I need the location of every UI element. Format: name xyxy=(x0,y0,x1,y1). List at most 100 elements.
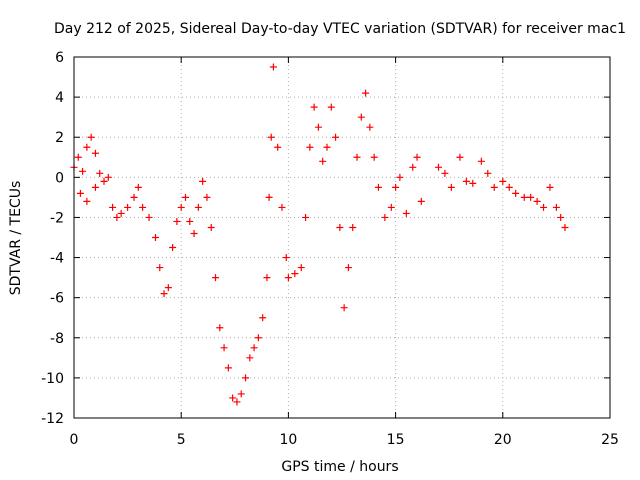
data-point xyxy=(387,203,395,211)
y-tick-label: -12 xyxy=(41,411,64,427)
data-point xyxy=(79,167,87,175)
data-point xyxy=(83,197,91,205)
plot-frame xyxy=(73,56,611,419)
data-point xyxy=(540,203,548,211)
data-point xyxy=(207,223,215,231)
data-point xyxy=(332,133,340,141)
data-point xyxy=(552,203,560,211)
y-tick-label: 4 xyxy=(55,90,64,106)
y-tick-label: -2 xyxy=(50,210,64,226)
data-point xyxy=(169,244,177,252)
data-point xyxy=(250,344,258,352)
data-point xyxy=(306,143,314,151)
data-point xyxy=(216,324,224,332)
data-point xyxy=(546,183,554,191)
data-point xyxy=(561,223,569,231)
y-tick-label: 2 xyxy=(55,130,64,146)
data-point xyxy=(134,183,142,191)
data-point xyxy=(164,284,172,292)
y-tick-label: 6 xyxy=(55,50,64,66)
data-point xyxy=(462,177,470,185)
data-point xyxy=(392,183,400,191)
data-point xyxy=(96,169,104,177)
data-point xyxy=(220,344,228,352)
data-point xyxy=(302,213,310,221)
data-point xyxy=(242,374,250,382)
data-point xyxy=(357,113,365,121)
data-point xyxy=(456,153,464,161)
data-point xyxy=(100,177,108,185)
data-point xyxy=(212,274,220,282)
data-point xyxy=(381,213,389,221)
data-point xyxy=(117,209,125,217)
data-point xyxy=(87,133,95,141)
data-point xyxy=(336,223,344,231)
data-point xyxy=(396,173,404,181)
data-point xyxy=(409,163,417,171)
y-tick-label: -10 xyxy=(41,371,64,387)
data-point xyxy=(173,217,181,225)
x-tick-label: 5 xyxy=(177,432,186,448)
x-tick-label: 20 xyxy=(494,432,512,448)
data-point xyxy=(469,179,477,187)
data-point xyxy=(145,213,153,221)
axis-ticks: 0 5 10 15 20 25 -12 -10 -8 -6 -4 -2 0 2 4 6 xyxy=(41,50,619,448)
data-point xyxy=(194,203,202,211)
data-point xyxy=(417,197,425,205)
y-axis-label: SDTVAR / TECUs xyxy=(8,181,24,296)
x-tick-label: 0 xyxy=(70,432,79,448)
data-point xyxy=(113,213,121,221)
data-point xyxy=(344,264,352,272)
x-tick-label: 25 xyxy=(601,432,619,448)
data-point xyxy=(370,153,378,161)
data-point xyxy=(278,203,286,211)
data-point xyxy=(327,103,335,111)
data-point xyxy=(259,314,267,322)
grid-lines xyxy=(74,57,610,418)
data-point xyxy=(284,274,292,282)
y-tick-label: -6 xyxy=(50,291,64,307)
data-point xyxy=(199,177,207,185)
data-point xyxy=(224,364,232,372)
data-point xyxy=(499,177,507,185)
data-point xyxy=(374,183,382,191)
data-point xyxy=(151,234,159,241)
data-point xyxy=(533,197,541,205)
data-point xyxy=(484,169,492,177)
data-point xyxy=(441,169,449,177)
data-point xyxy=(490,183,498,191)
data-point xyxy=(156,264,164,272)
data-point xyxy=(190,229,198,237)
data-point xyxy=(413,153,421,161)
data-point xyxy=(512,189,520,197)
data-point xyxy=(505,183,513,191)
data-point xyxy=(477,157,485,165)
data-point xyxy=(83,143,91,151)
data-point xyxy=(349,223,357,231)
data-point xyxy=(274,143,282,151)
data-point xyxy=(124,203,132,211)
data-point xyxy=(314,123,322,131)
data-point xyxy=(104,173,112,181)
data-point xyxy=(160,290,168,298)
y-tick-label: -4 xyxy=(50,251,64,267)
data-point xyxy=(291,270,299,278)
data-point xyxy=(434,163,442,171)
data-point xyxy=(447,183,455,191)
data-point xyxy=(557,213,565,221)
x-tick-label: 15 xyxy=(387,432,405,448)
data-point xyxy=(282,254,290,262)
x-tick-label: 10 xyxy=(279,432,297,448)
data-point xyxy=(402,209,410,217)
data-point xyxy=(233,398,241,406)
data-point xyxy=(74,153,82,161)
data-point xyxy=(340,304,348,312)
data-point xyxy=(310,103,318,111)
data-point xyxy=(527,193,535,201)
data-point xyxy=(109,203,117,211)
data-point xyxy=(254,334,262,342)
y-tick-label: 0 xyxy=(55,170,64,186)
data-point xyxy=(520,193,528,201)
data-point xyxy=(366,123,374,131)
